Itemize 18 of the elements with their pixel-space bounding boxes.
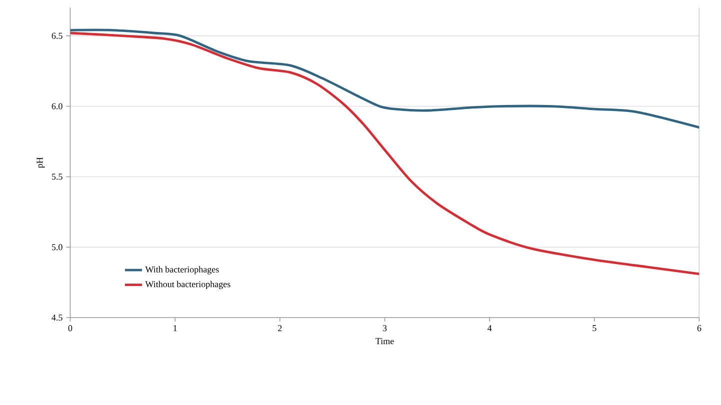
y-tick-label: 6.5	[52, 32, 62, 39]
line-series	[70, 32, 700, 276]
x-axis-title: Time	[376, 338, 394, 344]
x-tick-label: 6	[697, 325, 702, 332]
legend-label: Without bacteriophages	[145, 280, 230, 290]
x-tick-label: 4	[487, 325, 492, 332]
x-tick-label: 3	[382, 325, 387, 332]
y-tick-label: 5.5	[52, 174, 62, 180]
y-axis-title: pH	[36, 157, 45, 168]
x-tick-label: 5	[592, 325, 596, 332]
line-series	[70, 28, 700, 129]
y-tick-label: 4.5	[52, 314, 62, 321]
x-tick-label: 2	[278, 325, 282, 332]
legend-label: With bacteriophages	[145, 266, 219, 274]
x-tick-label: 0	[68, 325, 72, 332]
y-tick-label: 5.0	[52, 244, 62, 250]
x-tick-label: 1	[174, 325, 177, 332]
y-tick-label: 6.0	[52, 103, 62, 110]
